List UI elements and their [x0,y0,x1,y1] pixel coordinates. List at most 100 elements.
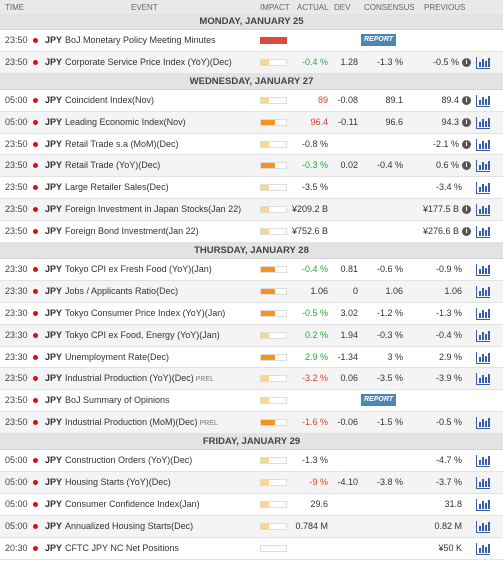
japan-flag-icon [33,354,38,360]
event-row[interactable]: 23:50 JPY Retail Trade s.a (MoM)(Dec) -0.8 … [0,134,503,156]
event-row[interactable]: 23:50 JPY Industrial Production (YoY)(Dec)… [0,368,503,391]
info-icon[interactable]: i [462,205,471,215]
day-header: WEDNESDAY, JANUARY 27 [0,73,503,90]
actual-value: 2.9 % [304,351,328,362]
chart-icon[interactable] [476,116,490,129]
chart-icon[interactable] [476,263,490,277]
deviation-value: -4.10 [337,477,358,488]
event-row[interactable]: 23:50 JPY Large Retailer Sales(Dec) -3.5 % -… [0,177,503,200]
event-name[interactable]: JPY Corporate Service Price Index (YoY)(D… [45,52,232,73]
japan-flag-icon [33,523,38,529]
event-name[interactable]: JPY Foreign Bond Investment(Jan 22) [45,221,199,242]
chart-icon[interactable] [476,476,490,490]
event-time: 23:50 [5,182,28,193]
impact-bar-medium [260,162,287,170]
chart-icon[interactable] [476,329,490,342]
event-name[interactable]: JPY Retail Trade s.a (MoM)(Dec) [45,134,179,155]
previous-value: -3.4 % [435,182,462,193]
japan-flag-icon [33,480,38,486]
chart-icon[interactable] [476,520,490,533]
japan-flag-icon [33,458,38,464]
previous-value: ¥50 K [438,542,462,553]
chart-icon[interactable] [476,138,490,151]
event-name[interactable]: JPY Construction Orders (YoY)(Dec) [45,450,192,471]
chart-icon[interactable] [476,203,490,217]
deviation-value: 0.06 [340,373,358,384]
chart-icon[interactable] [476,372,490,386]
report-button[interactable]: REPORT [361,394,397,407]
event-name[interactable]: JPY Large Retailer Sales(Dec) [45,177,169,198]
event-name[interactable]: JPY BoJ Monetary Policy Meeting Minutes [45,30,216,51]
event-name[interactable]: JPY Tokyo CPI ex Food, Energy (YoY)(Jan) [45,325,220,346]
event-name[interactable]: JPY Annualized Housing Starts(Dec) [45,516,193,537]
event-row[interactable]: 05:00 JPY Leading Economic Index(Nov) 96.4-… [0,111,503,134]
event-row[interactable]: 23:50 JPY Foreign Investment in Japan Stoc… [0,199,503,222]
event-row[interactable]: 23:30 JPY Tokyo CPI ex Fresh Food (YoY)(Ja… [0,259,503,281]
chart-icon[interactable] [476,498,490,511]
event-row[interactable]: 05:00 JPY Annualized Housing Starts(Dec) 0.… [0,515,503,538]
event-row[interactable]: 05:00 JPY Coincident Index(Nov) 89 -0.08 89.1… [0,90,503,112]
event-name[interactable]: JPY Coincident Index(Nov) [45,90,154,111]
day-header: THURSDAY, JANUARY 28 [0,243,503,260]
event-row[interactable]: 23:30 JPY Unemployment Rate(Dec) 2.9 % -1.34… [0,347,503,369]
deviation-value: -1.34 [337,351,358,362]
chart-icon[interactable] [476,285,490,298]
event-name[interactable]: JPY Foreign Investment in Japan Stocks(Ja… [45,199,241,220]
info-icon[interactable]: i [462,95,471,105]
info-icon[interactable]: i [462,227,471,237]
event-row[interactable]: 23:50 JPY Corporate Service Price Index (Y… [0,51,503,74]
chart-icon[interactable] [476,454,490,468]
japan-flag-icon [33,97,38,103]
chart-icon[interactable] [476,181,490,195]
event-title: Foreign Investment in Japan Stocks(Jan 2… [65,204,242,215]
event-time: 23:30 [5,285,28,296]
event-name[interactable]: JPY Jobs / Applicants Ratio(Dec) [45,281,178,302]
report-button[interactable]: REPORT [361,34,397,46]
event-name[interactable]: JPY Tokyo Consumer Price Index (YoY)(Jan) [45,303,225,324]
event-row[interactable]: 05:00 JPY Housing Starts (YoY)(Dec) -9 % -4.… [0,472,503,494]
event-row[interactable]: 23:50 JPY BoJ Summary of Opinions REPORT [0,390,503,413]
actual-value: -3.5 % [301,182,328,193]
event-row[interactable]: 23:50 JPY Retail Trade (YoY)(Dec) -0.3 % 0.0… [0,155,503,178]
event-time: 05:00 [5,477,28,488]
event-row[interactable]: 23:30 JPY Tokyo CPI ex Food, Energy (YoY)(… [0,324,503,347]
chart-icon[interactable] [476,56,490,69]
event-name[interactable]: JPY Unemployment Rate(Dec) [45,347,169,368]
event-currency: JPY [45,351,63,362]
event-row[interactable]: 05:00 JPY Consumer Confidence Index(Jan) 29… [0,494,503,516]
event-row[interactable]: 20:30 JPY CFTC JPY NC Net Positions ¥50 K [0,538,503,560]
chart-icon[interactable] [476,159,490,173]
event-row[interactable]: 23:30 JPY Tokyo Consumer Price Index (YoY)… [0,303,503,325]
event-row[interactable]: 23:50 JPY BoJ Monetary Policy Meeting Minu… [0,30,503,52]
event-name[interactable]: JPY BoJ Summary of Opinions [45,390,170,411]
consensus-value: -3.8 % [376,477,403,488]
chart-icon[interactable] [476,351,490,364]
chart-icon[interactable] [476,307,490,320]
info-icon[interactable]: i [462,139,471,149]
event-row[interactable]: 23:50 JPY Foreign Bond Investment(Jan 22) ¥… [0,221,503,244]
chart-icon[interactable] [476,225,490,239]
event-row[interactable]: 05:00 JPY Construction Orders (YoY)(Dec) -1… [0,450,503,473]
event-title: BoJ Monetary Policy Meeting Minutes [65,35,216,45]
event-currency: JPY [45,477,63,488]
event-name[interactable]: JPY Industrial Production (MoM)(Dec) PREL [45,412,218,435]
event-name[interactable]: JPY Consumer Confidence Index(Jan) [45,494,200,515]
event-name[interactable]: JPY Retail Trade (YoY)(Dec) [45,155,160,176]
event-name[interactable]: JPY Housing Starts (YoY)(Dec) [45,472,171,493]
event-row[interactable]: 23:50 JPY Industrial Production (MoM)(Dec)… [0,412,503,435]
event-row[interactable]: 23:30 JPY Jobs / Applicants Ratio(Dec) 1.06… [0,280,503,303]
event-name[interactable]: JPY CFTC JPY NC Net Positions [45,538,179,559]
event-name[interactable]: JPY Leading Economic Index(Nov) [45,112,186,133]
header-consensus: CONSENSUS [364,3,415,12]
deviation-value: 0.81 [340,264,358,275]
chart-icon[interactable] [476,416,490,430]
impact-bar-medium [260,419,287,427]
event-name[interactable]: JPY Industrial Production (YoY)(Dec) PREL [45,368,214,391]
info-icon[interactable]: i [462,57,471,67]
event-name[interactable]: JPY Tokyo CPI ex Fresh Food (YoY)(Jan) [45,259,212,280]
chart-icon[interactable] [476,94,490,107]
info-icon[interactable]: i [462,161,471,171]
chart-icon[interactable] [476,542,490,555]
previous-value: 94.3 [441,116,459,127]
info-icon[interactable]: i [462,117,471,127]
